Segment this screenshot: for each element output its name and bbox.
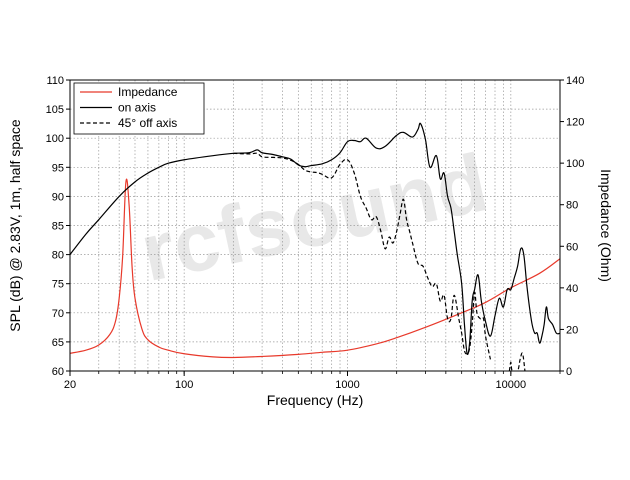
left-y-tick-label: 95 [52,162,64,174]
on-axis-curve [70,122,560,355]
x-tick-label: 1000 [335,379,359,391]
right-y-tick-label: 100 [566,158,584,170]
left-y-tick-label: 110 [46,75,64,87]
x-tick-label: 100 [175,379,193,391]
watermark-text: rcfsound [133,137,495,299]
left-y-tick-label: 90 [52,191,64,203]
x-tick-label: 20 [64,379,76,391]
right-y-tick-label: 80 [566,200,578,212]
impedance-curve [70,178,560,359]
right-y-tick-label: 60 [566,241,578,253]
left-y-axis-title: SPL (dB) @ 2.83V, 1m, half space [7,119,23,332]
legend-entry-impedance: Impedance [118,85,178,99]
left-y-tick-label: 65 [52,337,64,349]
left-y-tick-label: 105 [46,104,64,116]
x-axis-title: Frequency (Hz) [267,392,363,408]
right-y-axis-title: Impedance (Ohm) [598,169,614,282]
left-y-tick-label: 60 [52,366,64,378]
right-y-tick-label: 0 [566,366,572,378]
left-y-tick-label: 85 [52,221,64,233]
off-axis-45-curve-upper [508,352,526,371]
left-y-tick-label: 70 [52,308,64,320]
plot-series [70,122,560,371]
off-axis-45-curve [233,152,492,360]
watermark-logo: rcfsound [133,137,495,299]
right-y-tick-label: 120 [566,117,584,129]
left-y-tick-label: 75 [52,279,64,291]
x-tick-label: 10000 [496,379,527,391]
right-y-tick-label: 40 [566,283,578,295]
plot-grid [70,80,560,371]
left-y-tick-label: 100 [46,133,64,145]
left-y-tick-label: 80 [52,250,64,262]
right-y-tick-label: 140 [566,75,584,87]
legend-entry-off-axis-45: 45° off axis [118,116,177,130]
legend-entry-on-axis: on axis [118,101,156,115]
axis-ticks: 60 65 70 75 80 85 90 95 100 105 110 0 20 40 60 80 100 120… [46,75,585,391]
right-y-tick-label: 20 [566,324,578,336]
